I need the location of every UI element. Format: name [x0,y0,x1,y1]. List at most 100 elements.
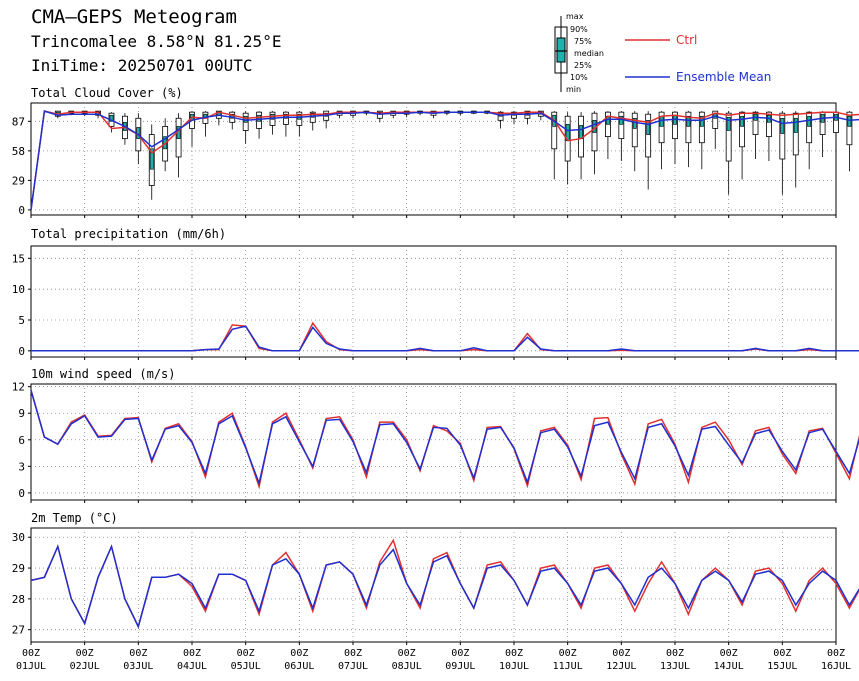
x-tick-label-date: 07JUL [338,661,368,672]
box-outer [846,111,853,146]
y-tick-label: 5 [18,314,25,327]
box-inner [807,115,812,127]
panel-title: Total Cloud Cover (%) [31,86,183,100]
x-tick-label-hour: 00Z [183,648,201,659]
box-inner [646,120,651,135]
box-inner [847,115,852,127]
x-tick-label-date: 09JUL [445,661,475,672]
y-tick-label: 10 [12,283,25,296]
box-outer [752,111,759,135]
ctrl-series-line [31,321,859,352]
panel-title: 10m wind speed (m/s) [31,367,176,381]
y-tick-label: 29 [12,562,25,575]
x-tick-label-hour: 00Z [129,648,147,659]
y-tick-label: 28 [12,593,25,606]
box-inner [257,114,261,122]
x-tick-label-hour: 00Z [237,648,255,659]
box-outer [672,111,678,140]
x-tick-label-date: 02JUL [70,661,100,672]
box-outer [725,112,732,162]
page-title: CMA—GEPS Meteogram [31,6,237,28]
panel-frame [30,527,837,643]
x-tick-label-date: 15JUL [767,661,797,672]
x-tick-label-date: 05JUL [231,661,261,672]
x-tick-label-date: 16JUL [821,661,851,672]
x-tick-label-hour: 00Z [827,648,845,659]
x-tick-label-hour: 00Z [505,648,523,659]
box-outer [766,111,772,137]
y-tick-label: 15 [12,252,25,265]
mean-series-line [30,110,859,211]
x-tick-label-hour: 00Z [76,648,94,659]
box-outer [779,112,786,160]
legend-p25-label: 25% [574,61,592,70]
x-tick-label-hour: 00Z [773,648,791,659]
y-tick-label: 3 [18,460,25,473]
ctrl-series-line [30,538,859,629]
x-tick-label-date: 13JUL [660,661,690,672]
box-outer [658,111,665,144]
x-tick-label-date: 11JUL [553,661,583,672]
ctrl-series-line [30,389,859,490]
x-tick-label-hour: 00Z [22,648,40,659]
box-outer [806,111,813,144]
x-tick-label-date: 04JUL [177,661,207,672]
legend-box-inner [556,37,566,63]
box-outer [739,111,745,148]
x-tick-label-date: 10JUL [499,661,529,672]
y-tick-label: 27 [12,624,25,637]
x-tick-label-hour: 00Z [559,648,577,659]
panel-3: 2m Temp (°C) 27 28 29 30 [12,511,859,645]
box-inner [726,116,731,131]
legend-p75-label: 75% [574,37,592,46]
x-tick-label-date: 12JUL [606,661,636,672]
location-label: Trincomalee 8.58°N 81.25°E [31,32,282,51]
x-tick-label-date: 01JUL [16,661,46,672]
legend-box-outer [554,26,568,74]
y-tick-label: 30 [12,531,25,544]
box-outer [685,111,692,144]
panel-frame [30,383,837,501]
x-tick-label-hour: 00Z [398,648,416,659]
y-tick-label: 58 [12,145,25,158]
y-tick-label: 0 [18,345,25,358]
x-tick-label-date: 14JUL [714,661,744,672]
y-tick-label: 6 [18,434,25,447]
legend-mean-label: Ensemble Mean [676,70,772,84]
y-tick-label: 87 [12,115,25,128]
panel-title: Total precipitation (mm/6h) [31,227,226,241]
box-inner [149,148,154,170]
x-tick-label-hour: 00Z [344,648,362,659]
box-outer [631,112,638,148]
legend-p90-label: 90% [570,25,588,34]
mean-series-line [31,325,859,352]
box-outer [551,111,558,150]
box-inner [579,125,583,139]
panel-frame [30,245,837,358]
box-inner [284,113,288,119]
init-time-label: IniTime: 20250701 00UTC [31,56,253,75]
header: CMA—GEPS Meteogram Trincomalee 8.58°N 81… [0,0,859,95]
legend-min-label: min [566,85,582,94]
box-inner [109,114,114,122]
x-tick-label-hour: 00Z [290,648,308,659]
panel-title: 2m Temp (°C) [31,511,118,525]
box-inner [632,117,637,129]
panel-2: 10m wind speed (m/s) 0 3 6 9 12 [12,367,859,503]
y-tick-label: 0 [18,204,25,217]
y-tick-label: 0 [18,487,25,500]
panel-1: Total precipitation (mm/6h) 0 5 10 15 [12,227,859,360]
x-tick-label-date: 06JUL [284,661,314,672]
x-tick-label-hour: 00Z [720,648,738,659]
x-tick-label-date: 03JUL [123,661,153,672]
y-tick-label: 29 [12,174,25,187]
x-tick-label-hour: 00Z [451,648,469,659]
mean-series-line [30,544,859,629]
mean-series-line [30,389,859,486]
box-outer [698,111,705,144]
box-outer [712,110,719,129]
box-outer [618,111,625,140]
x-tick-label-date: 08JUL [392,661,422,672]
y-tick-label: 9 [18,407,25,420]
box-inner [780,117,785,134]
